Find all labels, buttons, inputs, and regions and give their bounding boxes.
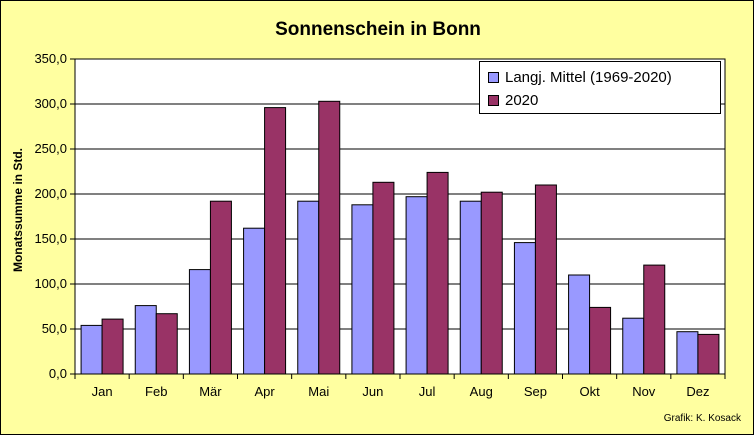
y-tick-label: 250,0 xyxy=(34,141,67,156)
x-tick-label: Aug xyxy=(470,384,493,399)
x-tick-label: Okt xyxy=(579,384,600,399)
bar-mittel-7 xyxy=(405,196,428,375)
y-tick-label: 150,0 xyxy=(34,231,67,246)
bar-mittel-12 xyxy=(676,331,699,375)
legend-item-2020: 2020 xyxy=(488,91,538,109)
bar-2020-3 xyxy=(209,200,232,375)
bar-layer xyxy=(80,100,720,375)
y-tick-label: 200,0 xyxy=(34,186,67,201)
bar-mittel-3 xyxy=(188,269,211,375)
legend-label-mittel: Langj. Mittel (1969-2020) xyxy=(505,68,672,86)
axis-layer: 0,0 50,0 100,0 150,0 200,0 250,0 300,0 350,0 Jan… xyxy=(34,51,726,399)
x-tick-label: Dez xyxy=(686,384,709,399)
x-tick-label: Sep xyxy=(524,384,547,399)
x-tick-label: Mär xyxy=(199,384,222,399)
legend-item-mittel: Langj. Mittel (1969-2020) xyxy=(488,68,672,86)
x-tick-label: Apr xyxy=(254,384,275,399)
y-tick-label: 300,0 xyxy=(34,96,67,111)
bar-2020-12 xyxy=(697,333,720,375)
bar-mittel-6 xyxy=(351,204,374,375)
bar-mittel-4 xyxy=(243,227,266,375)
legend: Langj. Mittel (1969-2020) 2020 xyxy=(479,61,721,114)
bar-mittel-8 xyxy=(459,200,482,375)
legend-swatch-mittel xyxy=(488,71,499,83)
bar-2020-1 xyxy=(101,318,124,375)
x-tick-label: Feb xyxy=(145,384,167,399)
x-tick-label: Jul xyxy=(419,384,436,399)
bar-mittel-11 xyxy=(622,317,645,375)
bar-2020-10 xyxy=(589,306,612,375)
bar-mittel-9 xyxy=(513,242,536,375)
x-tick-label: Nov xyxy=(632,384,656,399)
bar-2020-7 xyxy=(426,171,449,375)
legend-label-2020: 2020 xyxy=(505,91,539,109)
y-tick-label: 350,0 xyxy=(34,51,67,66)
x-tick-label: Jun xyxy=(362,384,383,399)
bar-2020-2 xyxy=(155,313,178,375)
y-tick-label: 100,0 xyxy=(34,276,67,291)
x-tick-label: Jan xyxy=(92,384,113,399)
bar-mittel-10 xyxy=(568,274,591,375)
bar-2020-6 xyxy=(372,181,395,375)
y-tick-label: 50,0 xyxy=(42,321,67,336)
bar-2020-4 xyxy=(264,107,287,375)
bar-mittel-5 xyxy=(297,200,320,375)
bar-2020-8 xyxy=(480,191,503,375)
plot-border xyxy=(74,58,726,375)
bar-2020-9 xyxy=(534,184,557,375)
bar-2020-11 xyxy=(643,264,666,375)
y-tick-label: 0,0 xyxy=(49,366,67,381)
credit: Grafik: K. Kosack xyxy=(663,413,741,424)
bar-mittel-2 xyxy=(134,305,157,375)
bar-2020-5 xyxy=(318,100,341,375)
bar-mittel-1 xyxy=(80,324,103,375)
x-tick-label: Mai xyxy=(308,384,329,399)
legend-swatch-2020 xyxy=(488,94,499,106)
chart-title: Sonnenschein in Bonn xyxy=(275,19,481,40)
